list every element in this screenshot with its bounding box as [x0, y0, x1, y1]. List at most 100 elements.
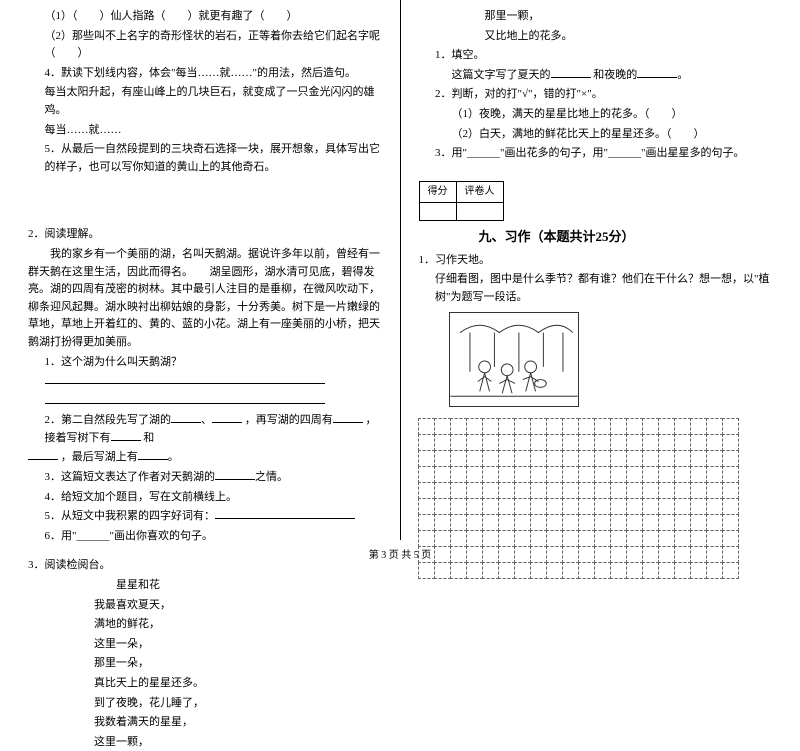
grid-cell [706, 450, 723, 467]
grid-cell [514, 498, 531, 515]
grid-cell [674, 514, 691, 531]
grid-cell [466, 450, 483, 467]
grid-cell [418, 514, 435, 531]
grid-cell [466, 514, 483, 531]
grid-cell [642, 418, 659, 435]
grid-cell [498, 530, 515, 547]
q2-sub2-d: 和 [143, 432, 154, 444]
poem-l3: 那里一朵， [28, 655, 382, 673]
grid-cell [418, 466, 435, 483]
grid-cell [482, 482, 499, 499]
r2a: （1）夜晚，满天的星星比地上的花多。（ ） [419, 106, 773, 124]
r2b: （2）白天，满地的鲜花比天上的星星还多。（ ） [419, 126, 773, 144]
grid-cell [546, 466, 563, 483]
q2-sub6: 6．用"______"画出你喜欢的句子。 [28, 528, 382, 546]
q2-sub1-blank2 [28, 393, 382, 411]
q2-sub3: 3．这篇短文表达了作者对天鹅湖的之情。 [28, 469, 382, 487]
page-footer: 第 3 页 共 5 页 [0, 546, 800, 561]
grid-cell [498, 498, 515, 515]
grid-cell [658, 466, 675, 483]
grid-cell [722, 434, 739, 451]
grid-cell [482, 418, 499, 435]
grid-cell [530, 530, 547, 547]
grid-cell [530, 482, 547, 499]
poem-title: 星星和花 [28, 577, 382, 595]
grid-cell [466, 530, 483, 547]
grid-cell [578, 450, 595, 467]
item-1-4: 4．默读下划线内容，体会"每当……就……"的用法，然后造句。 [28, 65, 382, 83]
grid-row [419, 515, 773, 531]
grid-cell [434, 530, 451, 547]
grid-cell [562, 482, 579, 499]
grid-cell [434, 418, 451, 435]
grid-cell [498, 450, 515, 467]
grid-cell [578, 530, 595, 547]
grid-cell [594, 482, 611, 499]
grid-cell [450, 418, 467, 435]
grid-cell [722, 482, 739, 499]
grid-cell [610, 514, 627, 531]
grid-row [419, 531, 773, 547]
q2-sub1: 1．这个湖为什么叫天鹅湖？ [28, 354, 382, 372]
grid-cell [418, 434, 435, 451]
grid-cell [610, 530, 627, 547]
grid-cell [690, 466, 707, 483]
grid-cell [578, 466, 595, 483]
poem-l1: 满地的鲜花， [28, 616, 382, 634]
grid-cell [658, 498, 675, 515]
q2-sub2: 2．第二自然段先写了湖的、 ，再写湖的四周有 ，接着写树下有 和 [28, 412, 382, 447]
grid-cell [674, 418, 691, 435]
grid-cell [642, 498, 659, 515]
grid-cell [610, 482, 627, 499]
score-label: 得分 [419, 181, 456, 202]
grid-cell [498, 466, 515, 483]
grid-cell [498, 482, 515, 499]
grid-cell [674, 466, 691, 483]
grid-cell [610, 466, 627, 483]
grid-cell [482, 466, 499, 483]
grid-cell [482, 514, 499, 531]
poem-l5: 到了夜晚，花儿睡了， [28, 695, 382, 713]
grid-cell [530, 450, 547, 467]
grid-cell [594, 418, 611, 435]
grid-cell [658, 482, 675, 499]
grid-cell [594, 466, 611, 483]
grid-cell [562, 514, 579, 531]
grid-cell [434, 482, 451, 499]
grid-cell [562, 466, 579, 483]
grid-cell [562, 418, 579, 435]
grid-cell [546, 498, 563, 515]
q2-sub1-blank [28, 373, 382, 391]
grid-cell [658, 530, 675, 547]
grid-cell [482, 530, 499, 547]
r1a-text: 这篇文字写了夏天的 [452, 69, 551, 81]
grid-row [419, 499, 773, 515]
q2-sub2-line2: ，最后写湖上有。 [28, 449, 382, 467]
score-table: 得分 评卷人 [419, 181, 504, 221]
grid-row [419, 419, 773, 435]
grid-cell [514, 514, 531, 531]
q2-sub3-text: 3．这篇短文表达了作者对天鹅湖的 [45, 471, 216, 483]
planting-illustration [449, 312, 579, 407]
grid-cell [658, 434, 675, 451]
item-1-4b: 每当……就…… [28, 122, 382, 140]
grid-cell [546, 418, 563, 435]
poem-l4: 真比天上的星星还多。 [28, 675, 382, 693]
grid-row [419, 467, 773, 483]
grid-cell [482, 498, 499, 515]
q2-sub2-e: ，最后写湖上有 [61, 451, 138, 463]
item-1-4a: 每当太阳升起，有座山峰上的几块巨石，就变成了一只金光闪闪的雄鸡。 [28, 84, 382, 119]
grid-cell [674, 450, 691, 467]
grid-cell [562, 450, 579, 467]
grid-cell [706, 466, 723, 483]
q2-sub2-a: 2．第二自然段先写了湖的 [45, 414, 172, 426]
grid-cell [642, 482, 659, 499]
w1: 1．习作天地。 [419, 252, 773, 270]
grid-cell [642, 466, 659, 483]
grid-cell [658, 418, 675, 435]
grid-cell [626, 514, 643, 531]
right-column: 那里一颗， 又比地上的花多。 1．填空。 这篇文字写了夏天的 和夜晚的。 2．判… [401, 0, 800, 540]
score-cell [419, 202, 456, 220]
grid-cell [562, 498, 579, 515]
grid-cell [594, 434, 611, 451]
